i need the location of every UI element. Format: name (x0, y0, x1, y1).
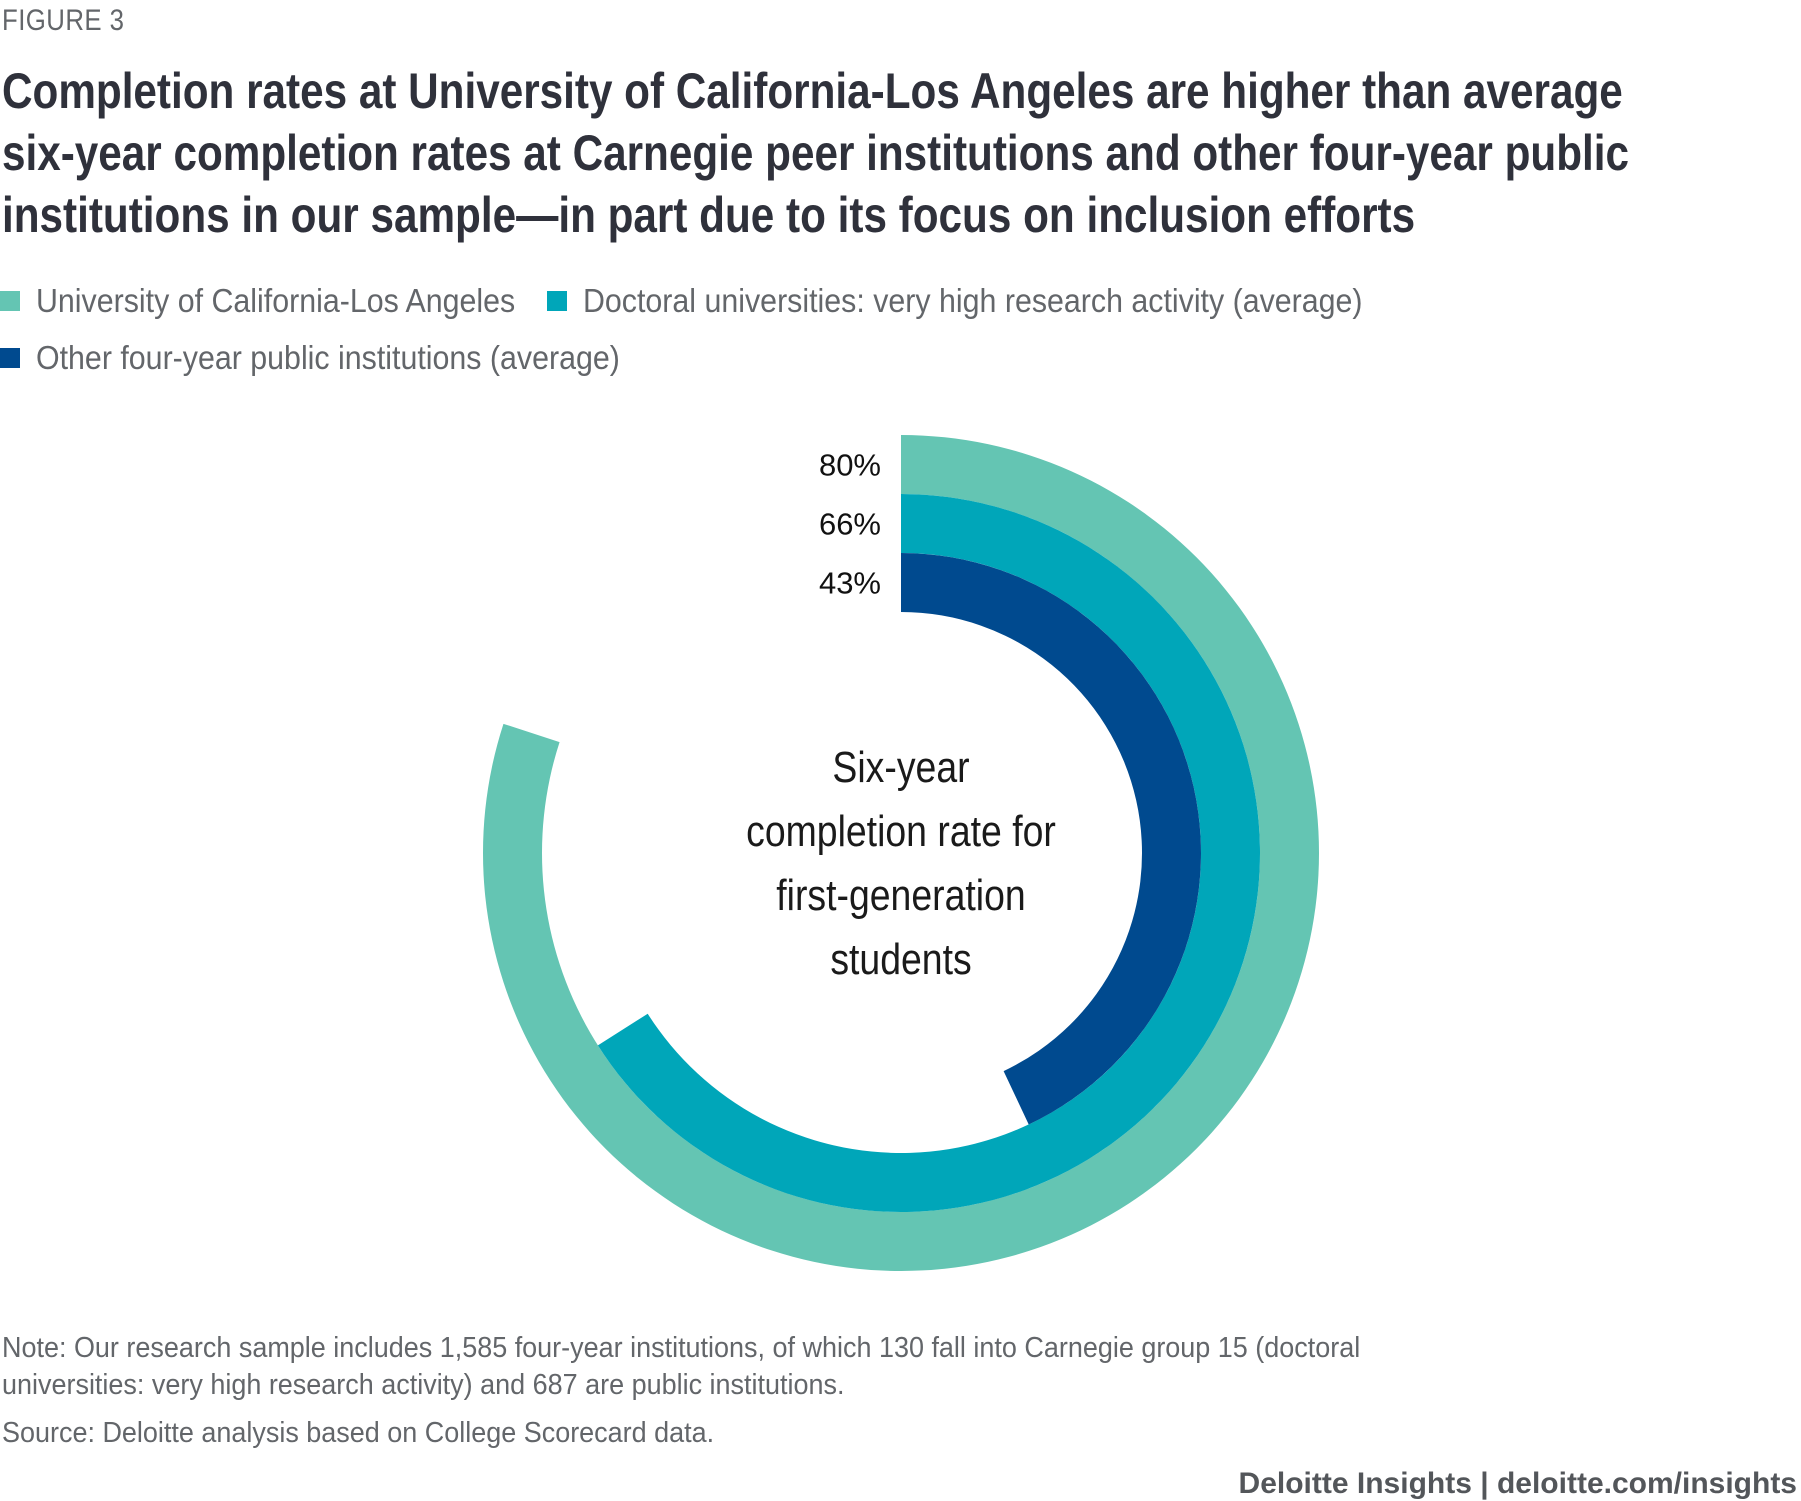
center-label-line: students (830, 934, 971, 984)
legend-row: University of California-Los Angeles Doc… (0, 282, 1449, 320)
arcs-group (482, 435, 1319, 1272)
chart-title: Completion rates at University of Califo… (2, 60, 1734, 246)
center-label: Six-year completion rate for first-generat… (746, 742, 1056, 984)
legend-item-doctoral: Doctoral universities: very high researc… (547, 282, 1430, 320)
title-line: institutions in our sample—in part due t… (2, 187, 1416, 243)
legend-label: University of California-Los Angeles (36, 282, 516, 319)
source: Source: Deloitte analysis based on Colle… (2, 1417, 768, 1450)
source-text: Source: Deloitte analysis based on Colle… (2, 1417, 715, 1449)
legend-item-ucla: University of California-Los Angeles (0, 282, 557, 320)
title-line: Completion rates at University of Califo… (2, 63, 1623, 119)
center-label-line: first-generation (776, 870, 1025, 920)
value-labels-group: 80% 66% 43% (819, 448, 881, 601)
note-line: universities: very high research activit… (2, 1369, 845, 1401)
arc-2 (901, 553, 1202, 1125)
credit: Deloitte Insights | deloitte.com/insight… (1238, 1467, 1797, 1500)
legend-row: Other four-year public institutions (ave… (0, 339, 689, 377)
title-line: six-year completion rates at Carnegie pe… (2, 125, 1630, 181)
legend-swatch (0, 291, 20, 311)
legend-label: Doctoral universities: very high researc… (583, 282, 1363, 319)
value-label: 80% (819, 448, 881, 483)
value-label: 43% (819, 566, 881, 601)
figure-label: FIGURE 3 (2, 4, 125, 37)
legend-label: Other four-year public institutions (ave… (36, 339, 620, 376)
center-label-line: Six-year (832, 742, 969, 792)
legend-swatch (0, 348, 20, 368)
note: Note: Our research sample includes 1,585… (2, 1330, 1702, 1404)
note-line: Note: Our research sample includes 1,585… (2, 1332, 1361, 1364)
legend-item-public: Other four-year public institutions (ave… (0, 339, 671, 377)
center-label-line: completion rate for (746, 806, 1056, 856)
legend-swatch (547, 291, 568, 311)
value-label: 66% (819, 507, 881, 542)
